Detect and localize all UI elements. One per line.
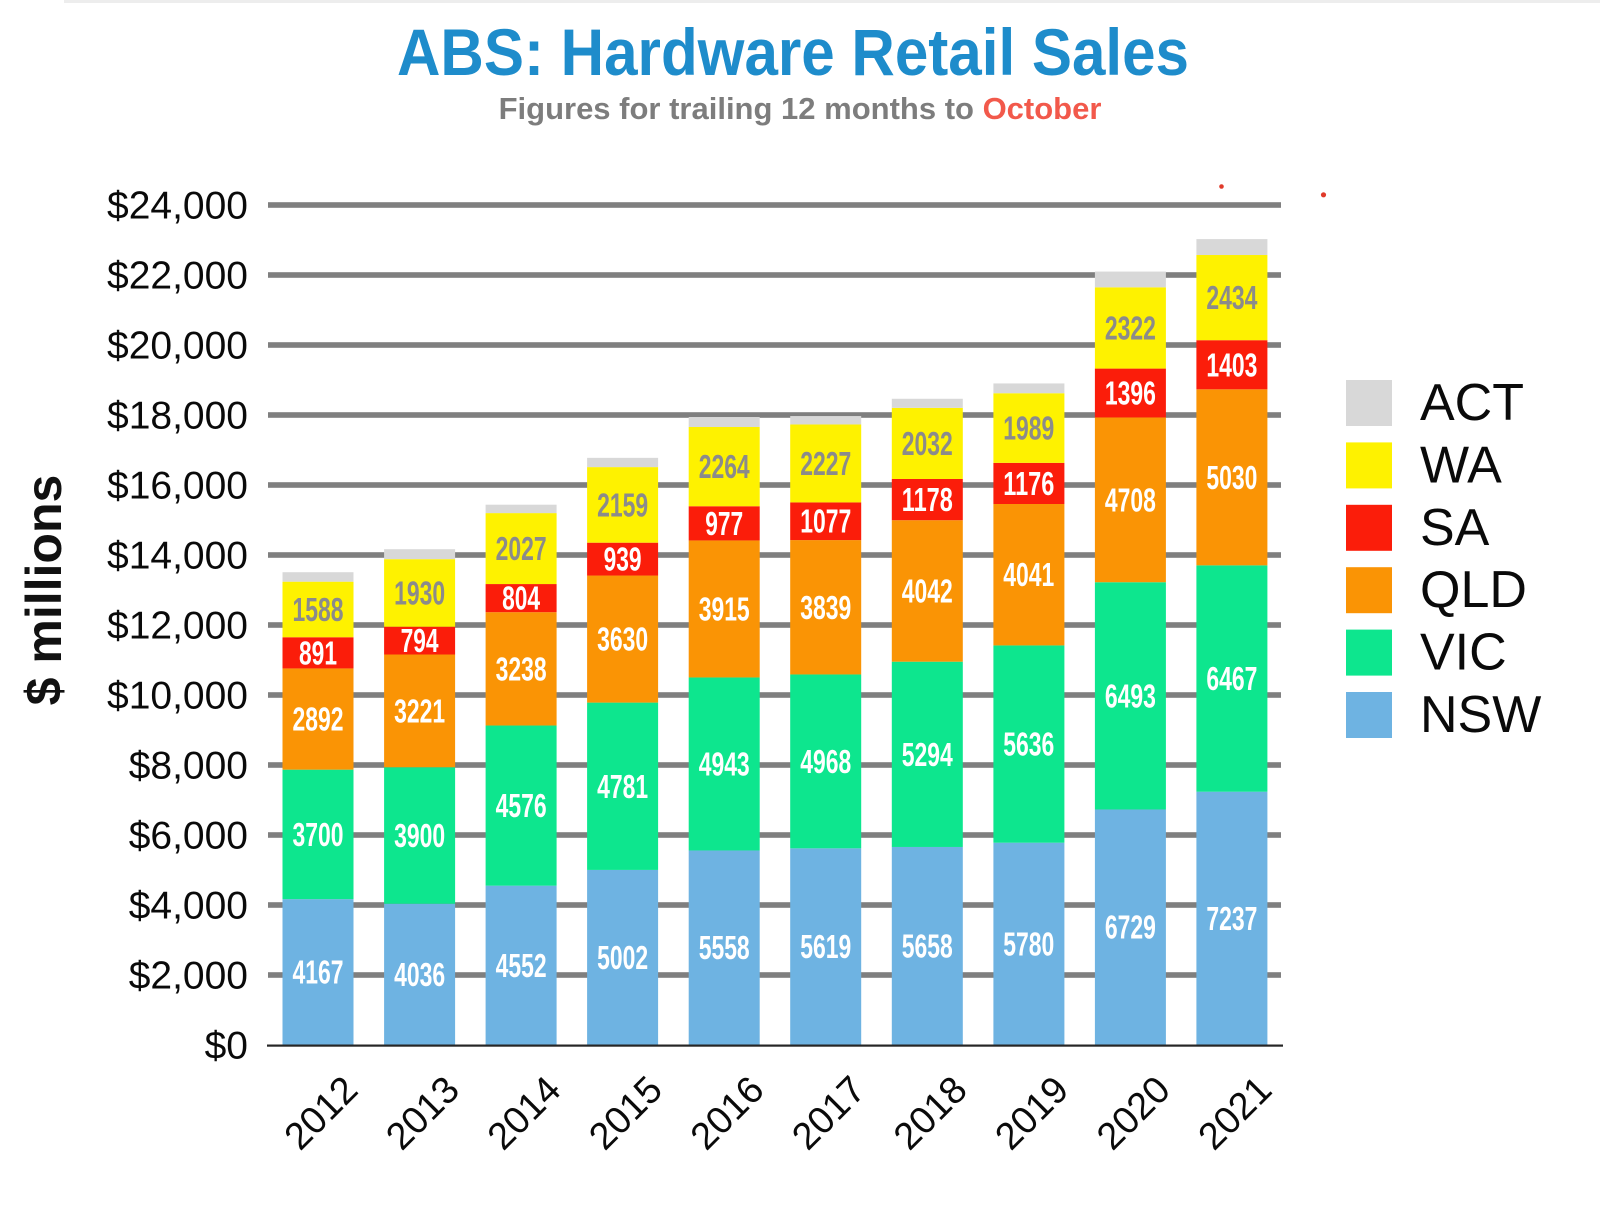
svg-text:3900: 3900	[394, 817, 445, 854]
svg-text:1989: 1989	[1003, 410, 1054, 447]
svg-text:$14,000: $14,000	[107, 535, 248, 578]
svg-text:804: 804	[502, 580, 540, 617]
svg-text:3238: 3238	[496, 650, 547, 687]
svg-text:$4,000: $4,000	[129, 885, 248, 928]
svg-text:2434: 2434	[1206, 279, 1257, 316]
svg-text:5294: 5294	[902, 736, 953, 773]
svg-text:3700: 3700	[293, 816, 344, 853]
svg-text:$18,000: $18,000	[107, 395, 248, 438]
svg-text:2159: 2159	[597, 486, 648, 523]
svg-text:$12,000: $12,000	[107, 605, 248, 648]
svg-text:Figures for trailing 12 months: Figures for trailing 12 months to Octobe…	[499, 91, 1102, 126]
svg-text:1396: 1396	[1105, 375, 1156, 412]
svg-text:NSW: NSW	[1420, 686, 1541, 744]
svg-text:$2,000: $2,000	[129, 955, 248, 998]
svg-text:5636: 5636	[1003, 726, 1054, 763]
svg-text:1176: 1176	[1003, 465, 1054, 502]
svg-text:4943: 4943	[699, 746, 750, 783]
svg-text:2027: 2027	[496, 530, 547, 567]
svg-text:4042: 4042	[902, 572, 953, 609]
svg-text:5619: 5619	[800, 928, 851, 965]
svg-text:$10,000: $10,000	[107, 675, 248, 718]
svg-text:1588: 1588	[293, 591, 344, 628]
svg-text:2322: 2322	[1105, 310, 1156, 347]
svg-text:977: 977	[705, 505, 743, 542]
svg-text:1403: 1403	[1206, 346, 1257, 383]
svg-text:4036: 4036	[394, 956, 445, 993]
svg-text:5002: 5002	[597, 939, 648, 976]
svg-text:4552: 4552	[496, 947, 547, 984]
svg-text:3221: 3221	[394, 692, 445, 729]
svg-text:ABS: Hardware Retail Sales: ABS: Hardware Retail Sales	[397, 15, 1189, 89]
svg-text:2264: 2264	[699, 448, 750, 485]
svg-text:7237: 7237	[1206, 900, 1257, 937]
svg-text:ACT: ACT	[1420, 374, 1524, 432]
svg-text:6493: 6493	[1105, 677, 1156, 714]
svg-text:SA: SA	[1420, 499, 1490, 557]
svg-text:$20,000: $20,000	[107, 325, 248, 368]
svg-text:$0: $0	[205, 1025, 248, 1068]
svg-text:6729: 6729	[1105, 909, 1156, 946]
svg-text:4781: 4781	[597, 768, 648, 805]
svg-text:3630: 3630	[597, 621, 648, 658]
svg-text:$24,000: $24,000	[107, 185, 248, 228]
svg-text:4167: 4167	[293, 954, 344, 991]
svg-text:891: 891	[299, 634, 337, 671]
svg-text:939: 939	[604, 541, 642, 578]
svg-text:QLD: QLD	[1420, 561, 1527, 619]
svg-text:$ millions: $ millions	[16, 475, 72, 706]
svg-text:2032: 2032	[902, 425, 953, 462]
svg-text:$16,000: $16,000	[107, 465, 248, 508]
svg-text:4708: 4708	[1105, 481, 1156, 518]
svg-text:5030: 5030	[1206, 459, 1257, 496]
svg-text:794: 794	[401, 622, 439, 659]
svg-text:$22,000: $22,000	[107, 255, 248, 298]
svg-text:4041: 4041	[1003, 556, 1054, 593]
svg-text:$8,000: $8,000	[129, 745, 248, 788]
svg-text:VIC: VIC	[1420, 624, 1507, 682]
svg-text:3915: 3915	[699, 591, 750, 628]
svg-text:$6,000: $6,000	[129, 815, 248, 858]
svg-text:WA: WA	[1420, 436, 1502, 494]
svg-text:1077: 1077	[800, 503, 851, 540]
svg-text:3839: 3839	[800, 589, 851, 626]
svg-text:1178: 1178	[902, 481, 953, 518]
svg-text:2227: 2227	[800, 445, 851, 482]
svg-text:5558: 5558	[699, 929, 750, 966]
svg-text:5658: 5658	[902, 928, 953, 965]
svg-text:4968: 4968	[800, 743, 851, 780]
svg-text:6467: 6467	[1206, 660, 1257, 697]
svg-text:2892: 2892	[293, 701, 344, 738]
svg-text:1930: 1930	[394, 574, 445, 611]
svg-text:5780: 5780	[1003, 925, 1054, 962]
svg-text:4576: 4576	[496, 787, 547, 824]
